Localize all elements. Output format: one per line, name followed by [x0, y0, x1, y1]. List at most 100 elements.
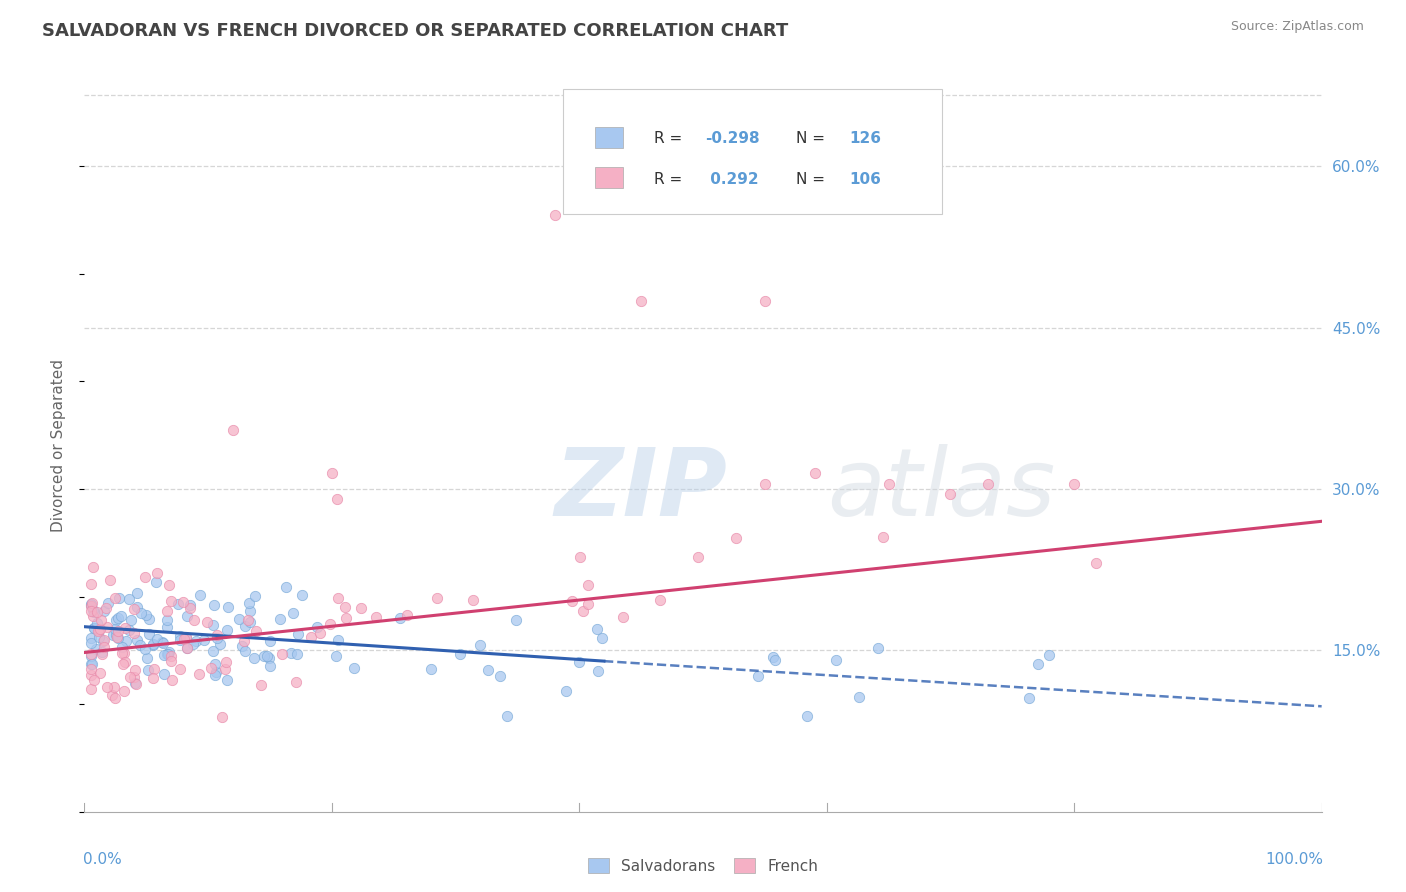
Point: [111, 640, 134, 654]
Point: [569, 549, 592, 564]
Point: [202, 598, 225, 612]
Point: [179, 601, 201, 615]
Point: [200, 661, 222, 675]
Point: [291, 588, 314, 602]
Point: [205, 632, 228, 646]
Point: [112, 683, 135, 698]
Point: [763, 653, 786, 667]
Point: [105, 631, 128, 645]
Point: [90, 645, 112, 659]
Point: [202, 644, 225, 658]
FancyBboxPatch shape: [564, 89, 942, 214]
Point: [176, 640, 198, 655]
Point: [146, 632, 169, 646]
Point: [325, 491, 347, 506]
Point: [82, 609, 104, 624]
Point: [82, 596, 104, 610]
Point: [576, 578, 599, 592]
Point: [134, 642, 156, 657]
Point: [80, 668, 103, 682]
Point: [79, 599, 101, 614]
Point: [89, 666, 111, 681]
Point: [91, 634, 114, 648]
Point: [160, 673, 183, 687]
Point: [202, 617, 225, 632]
Point: [138, 627, 160, 641]
Point: [195, 615, 218, 629]
Point: [82, 603, 104, 617]
Point: [754, 293, 776, 308]
Point: [142, 662, 165, 676]
Point: [107, 611, 129, 625]
Point: [176, 630, 198, 644]
Point: [307, 620, 329, 634]
Point: [505, 613, 527, 627]
Point: [259, 634, 281, 648]
Point: [1084, 557, 1107, 571]
Point: [124, 676, 146, 690]
Point: [238, 596, 260, 610]
Point: [129, 638, 152, 652]
Point: [97, 597, 120, 611]
Point: [114, 655, 136, 669]
Point: [543, 208, 565, 222]
Point: [222, 423, 245, 437]
Point: [107, 591, 129, 605]
Point: [576, 597, 599, 611]
Point: [152, 648, 174, 662]
Point: [104, 690, 127, 705]
Text: R =: R =: [654, 131, 686, 146]
Point: [586, 622, 609, 636]
Point: [228, 612, 250, 626]
Point: [463, 592, 485, 607]
Point: [281, 607, 304, 621]
Point: [160, 648, 183, 663]
Point: [173, 632, 195, 646]
Legend: Salvadorans, French: Salvadorans, French: [582, 852, 824, 880]
Point: [156, 647, 179, 661]
Point: [420, 662, 443, 676]
Point: [489, 669, 512, 683]
Point: [90, 613, 112, 627]
Point: [93, 640, 115, 655]
Point: [612, 609, 634, 624]
Point: [395, 607, 418, 622]
FancyBboxPatch shape: [595, 127, 623, 147]
Point: [157, 578, 180, 592]
Point: [343, 661, 366, 675]
Point: [152, 636, 174, 650]
Point: [89, 624, 111, 638]
Point: [122, 625, 145, 640]
Point: [236, 613, 259, 627]
Text: -0.298: -0.298: [706, 131, 761, 146]
Point: [245, 589, 267, 603]
Point: [104, 591, 127, 605]
Point: [592, 632, 614, 646]
Point: [103, 681, 125, 695]
Point: [235, 644, 257, 658]
Point: [877, 476, 900, 491]
Point: [101, 688, 124, 702]
Point: [204, 667, 226, 681]
FancyBboxPatch shape: [595, 168, 623, 188]
Point: [309, 625, 332, 640]
Point: [217, 599, 239, 614]
Point: [939, 487, 962, 501]
Point: [762, 649, 785, 664]
Point: [135, 607, 157, 622]
Point: [142, 672, 165, 686]
Point: [477, 664, 499, 678]
Point: [280, 646, 302, 660]
Point: [215, 673, 238, 687]
Point: [79, 597, 101, 611]
Point: [872, 530, 894, 544]
Point: [79, 635, 101, 649]
Text: Source: ZipAtlas.com: Source: ZipAtlas.com: [1230, 20, 1364, 33]
Point: [125, 585, 148, 599]
Point: [747, 669, 769, 683]
Text: N =: N =: [796, 171, 830, 186]
Point: [111, 646, 134, 660]
Point: [142, 638, 165, 652]
Point: [1018, 691, 1040, 706]
Point: [156, 604, 179, 618]
